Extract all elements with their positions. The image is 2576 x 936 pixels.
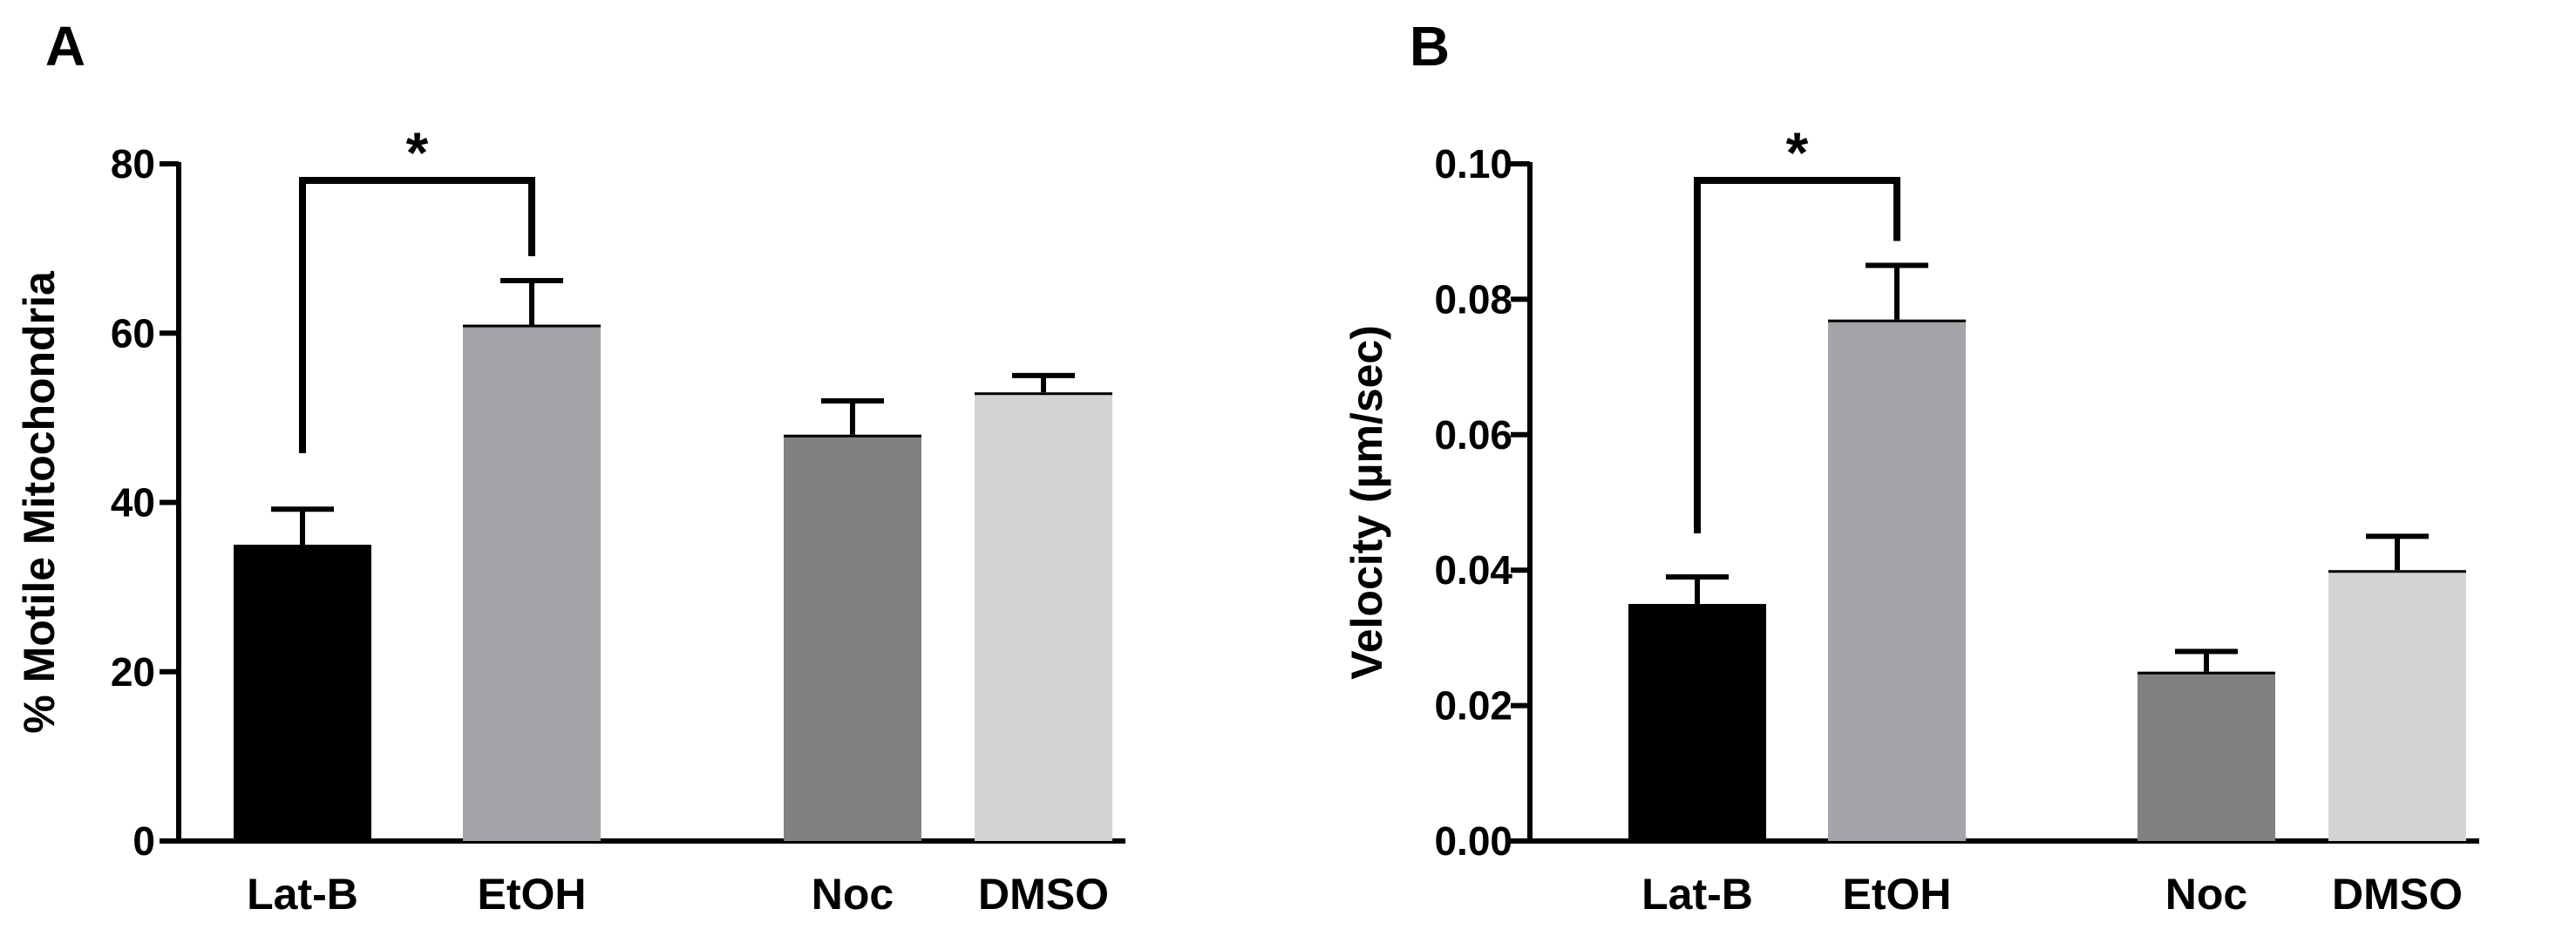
category-label: Noc <box>2165 870 2247 919</box>
y-tick-label: 0.04 <box>1434 547 1512 593</box>
panel-label: A <box>45 15 85 78</box>
panel-a: A % Motile Mitochondria 0 20 40 60 80 Lat-B EtOH… <box>15 15 1125 919</box>
bar-noc <box>2138 671 2275 841</box>
bar-noc <box>784 434 921 841</box>
bar-etoh <box>463 324 601 842</box>
category-label: Lat-B <box>1641 870 1753 919</box>
category-label: DMSO <box>2332 870 2463 919</box>
y-axis-label: % Motile Mitochondria <box>15 270 64 734</box>
bar-lat-b <box>234 545 371 841</box>
y-tick-label: 60 <box>111 310 155 356</box>
category-label: EtOH <box>1843 870 1952 919</box>
bar-dmso <box>975 392 1112 841</box>
significance-bracket <box>299 177 535 453</box>
y-tick-label: 0.02 <box>1434 683 1512 729</box>
category-label: DMSO <box>978 870 1109 919</box>
y-tick-label: 0.08 <box>1434 276 1512 322</box>
category-label: Noc <box>812 870 894 919</box>
y-tick-label: 0.06 <box>1434 412 1512 458</box>
category-label: Lat-B <box>247 870 358 919</box>
y-tick-label: 20 <box>111 649 155 695</box>
significance-star: * <box>1786 120 1809 185</box>
bar-top-edge <box>234 545 371 548</box>
y-axis-label: Velocity (µm/sec) <box>1342 325 1391 680</box>
y-tick-label: 40 <box>111 480 155 526</box>
bar-top-edge <box>975 392 1112 396</box>
bar-etoh <box>1828 319 1966 842</box>
category-label: EtOH <box>478 870 587 919</box>
y-tick-label: 0.00 <box>1434 818 1512 864</box>
y-tick-label: 0 <box>133 818 155 864</box>
y-tick-label: 80 <box>111 141 155 187</box>
panel-label: B <box>1410 15 1450 78</box>
y-tick-label: 0.10 <box>1434 141 1512 187</box>
bar-top-edge <box>1828 319 1966 322</box>
significance-star: * <box>406 120 429 185</box>
panel-b: B Velocity (µm/sec) 0.00 0.02 0.04 0.06 0.08 0.… <box>1342 15 2479 919</box>
bar-top-edge <box>784 434 921 437</box>
bar-top-edge <box>463 324 601 328</box>
bar-top-edge <box>1628 604 1766 607</box>
bar-lat-b <box>1628 604 1766 841</box>
bar-top-edge <box>2328 570 2466 573</box>
bar-dmso <box>2328 570 2466 841</box>
bar-top-edge <box>2138 671 2275 675</box>
significance-bracket <box>1694 177 1900 533</box>
